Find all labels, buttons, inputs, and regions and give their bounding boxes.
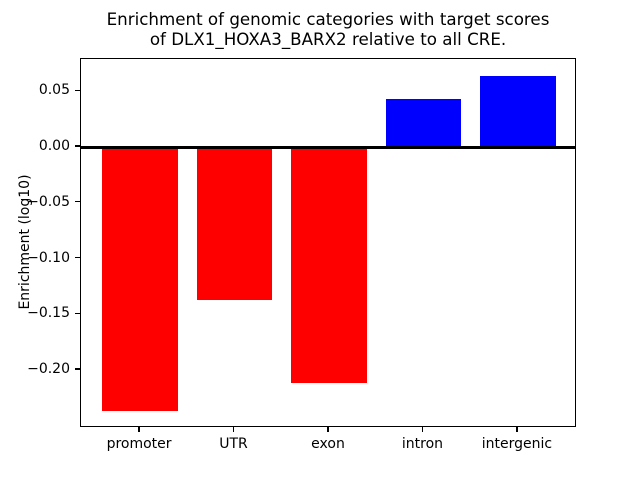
x-tick-mark <box>138 427 140 432</box>
x-tick-mark <box>232 427 235 432</box>
bar-UTR <box>196 147 273 300</box>
y-tick-label: 0.00 <box>38 138 70 155</box>
x-tick-label-UTR: UTR <box>219 436 248 452</box>
y-tick-label: 0.05 <box>38 82 70 99</box>
bar-promoter <box>102 147 178 412</box>
x-tick-mark <box>421 427 424 432</box>
y-tick-mark <box>75 145 80 147</box>
bar-intergenic <box>480 75 556 148</box>
chart-title-line1: Enrichment of genomic categories with ta… <box>106 9 550 29</box>
x-tick-label-intergenic: intergenic <box>481 436 553 452</box>
y-tick-mark <box>75 256 80 259</box>
zero-baseline <box>81 145 575 149</box>
x-tick-label-exon: exon <box>311 436 345 452</box>
y-tick-mark <box>75 89 80 91</box>
y-tick-mark <box>75 368 80 370</box>
x-tick-label-intron: intron <box>401 436 444 452</box>
y-tick-mark <box>75 312 80 314</box>
bar-exon <box>291 147 367 384</box>
y-tick-mark <box>75 201 80 203</box>
x-tick-mark <box>516 427 518 432</box>
x-tick-mark <box>327 427 329 432</box>
chart-title: Enrichment of genomic categories with ta… <box>80 9 576 49</box>
y-tick-label: −0.15 <box>27 305 70 322</box>
chart-title-line2: of DLX1_HOXA3_BARX2 relative to all CRE. <box>149 29 507 49</box>
plot-area <box>80 58 576 427</box>
x-tick-label-promoter: promoter <box>106 436 172 452</box>
y-tick-label: −0.05 <box>27 193 70 210</box>
y-tick-label: −0.20 <box>27 361 70 378</box>
y-tick-label: −0.10 <box>27 249 70 266</box>
bar-intron <box>385 99 462 148</box>
